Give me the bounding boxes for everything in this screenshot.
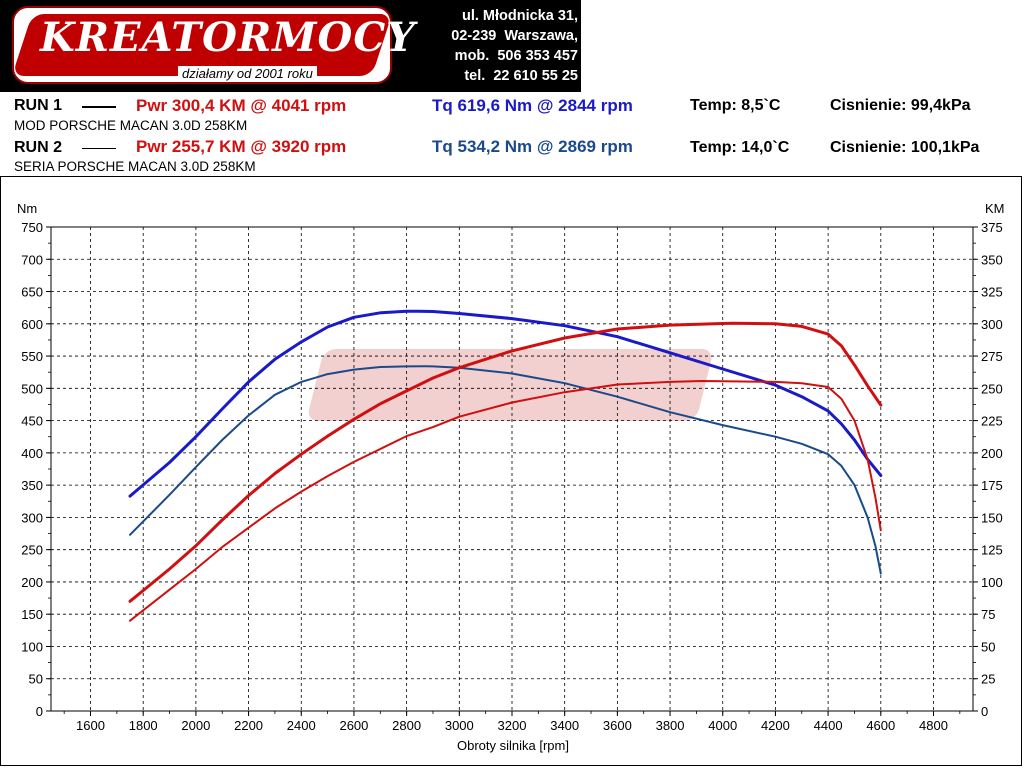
y-right-tick-label: 375	[981, 220, 1003, 235]
y-right-tick-label: 300	[981, 317, 1003, 332]
y-left-tick-label: 350	[21, 478, 43, 493]
x-tick-label: 4800	[919, 718, 948, 733]
run2-power: Pwr 255,7 KM @ 3920 rpm	[136, 137, 347, 156]
y-right-tick-label: 150	[981, 510, 1003, 525]
run1-power-curve	[128, 321, 883, 603]
y-left-tick-label: 400	[21, 446, 43, 461]
address-block: ul. Młodnicka 31, 02-239 Warszawa, mob. …	[398, 6, 578, 86]
y-left-tick-label: 700	[21, 252, 43, 267]
run2-torque: Tq 534,2 Nm @ 2869 rpm	[432, 137, 633, 156]
y-right-tick-label: 275	[981, 349, 1003, 364]
y-left-tick-label: 250	[21, 543, 43, 558]
y-left-tick-label: 300	[21, 510, 43, 525]
y-right-tick-label: 250	[981, 381, 1003, 396]
y-axis-right-label: KM	[985, 201, 1005, 216]
y-right-tick-label: 125	[981, 543, 1003, 558]
x-tick-label: 3800	[656, 718, 685, 733]
x-tick-label: 4000	[708, 718, 737, 733]
y-right-tick-label: 100	[981, 575, 1003, 590]
x-tick-label: 3200	[498, 718, 527, 733]
x-tick-label: 4200	[761, 718, 790, 733]
phone-landline: tel. 22 610 55 25	[464, 68, 578, 84]
x-tick-label: 2600	[339, 718, 368, 733]
x-tick-label: 4600	[866, 718, 895, 733]
logo-text: KREATORMOCY	[40, 14, 416, 61]
x-tick-label: 3400	[550, 718, 579, 733]
chart-series	[128, 309, 883, 622]
run2-pressure: Cisnienie: 100,1kPa	[830, 139, 980, 156]
y-right-tick-label: 325	[981, 285, 1003, 300]
y-right-tick-label: 50	[981, 639, 995, 654]
logo-banner: KREATORMOCY działamy od 2001 roku ul. Mł…	[0, 0, 581, 92]
chart-grid	[51, 227, 973, 711]
run1-torque-curve	[128, 309, 883, 498]
run2-temp: Temp: 14,0`C	[690, 139, 790, 156]
y-right-tick-label: 225	[981, 414, 1003, 429]
y-right-tick-label: 75	[981, 607, 995, 622]
address-line: ul. Młodnicka 31,	[461, 8, 578, 24]
y-right-tick-label: 200	[981, 446, 1003, 461]
run1-power: Pwr 300,4 KM @ 4041 rpm	[136, 96, 347, 115]
x-tick-label: 1600	[76, 718, 105, 733]
x-tick-label: 4400	[814, 718, 843, 733]
x-axis-label: Obroty silnika [rpm]	[457, 738, 569, 753]
run1-legend-line	[82, 106, 116, 108]
y-left-tick-label: 650	[21, 285, 43, 300]
y-left-tick-label: 500	[21, 381, 43, 396]
y-right-tick-label: 0	[981, 704, 988, 719]
run2-label: RUN 2	[14, 139, 63, 156]
y-axis-left-label: Nm	[17, 201, 37, 216]
x-tick-label: 2000	[181, 718, 210, 733]
x-tick-label: 3600	[603, 718, 632, 733]
run2-legend-line	[82, 148, 116, 149]
phone-mobile: mob. 506 353 457	[454, 48, 578, 64]
dyno-chart-frame: 1600 1800 2000 2200 2400 2600 2800 3000 3200 3400…	[0, 176, 1022, 766]
x-tick-label: 2800	[392, 718, 421, 733]
run2-power-curve	[129, 380, 882, 622]
run1-temp: Temp: 8,5`C	[690, 97, 781, 114]
y-left-tick-label: 450	[21, 414, 43, 429]
y-left-tick-label: 750	[21, 220, 43, 235]
x-tick-label: 2400	[287, 718, 316, 733]
y-right-tick-label: 175	[981, 478, 1003, 493]
y-left-tick-label: 0	[36, 704, 43, 719]
y-left-tick-label: 100	[21, 639, 43, 654]
run1-label: RUN 1	[14, 97, 63, 114]
y-left-tick-label: 200	[21, 575, 43, 590]
y-left-tick-label: 150	[21, 607, 43, 622]
run1-pressure: Cisnienie: 99,4kPa	[830, 97, 971, 114]
logo-tagline: działamy od 2001 roku	[178, 66, 317, 81]
y-right-tick-label: 350	[981, 252, 1003, 267]
run2-description: SERIA PORSCHE MACAN 3.0D 258KM	[14, 159, 256, 174]
dyno-chart: 1600 1800 2000 2200 2400 2600 2800 3000 3200 3400…	[17, 201, 1005, 753]
y-left-tick-label: 50	[29, 672, 43, 687]
x-tick-label: 2200	[234, 718, 263, 733]
run1-torque: Tq 619,6 Nm @ 2844 rpm	[432, 96, 633, 115]
x-tick-label: 1800	[129, 718, 158, 733]
chart-axes: 1600 1800 2000 2200 2400 2600 2800 3000 3200 3400…	[21, 220, 1002, 733]
address-line: 02-239 Warszawa,	[451, 28, 578, 44]
x-tick-label: 3000	[445, 718, 474, 733]
y-left-tick-label: 550	[21, 349, 43, 364]
y-right-tick-label: 25	[981, 672, 995, 687]
run1-description: MOD PORSCHE MACAN 3.0D 258KM	[14, 118, 248, 133]
y-left-tick-label: 600	[21, 317, 43, 332]
